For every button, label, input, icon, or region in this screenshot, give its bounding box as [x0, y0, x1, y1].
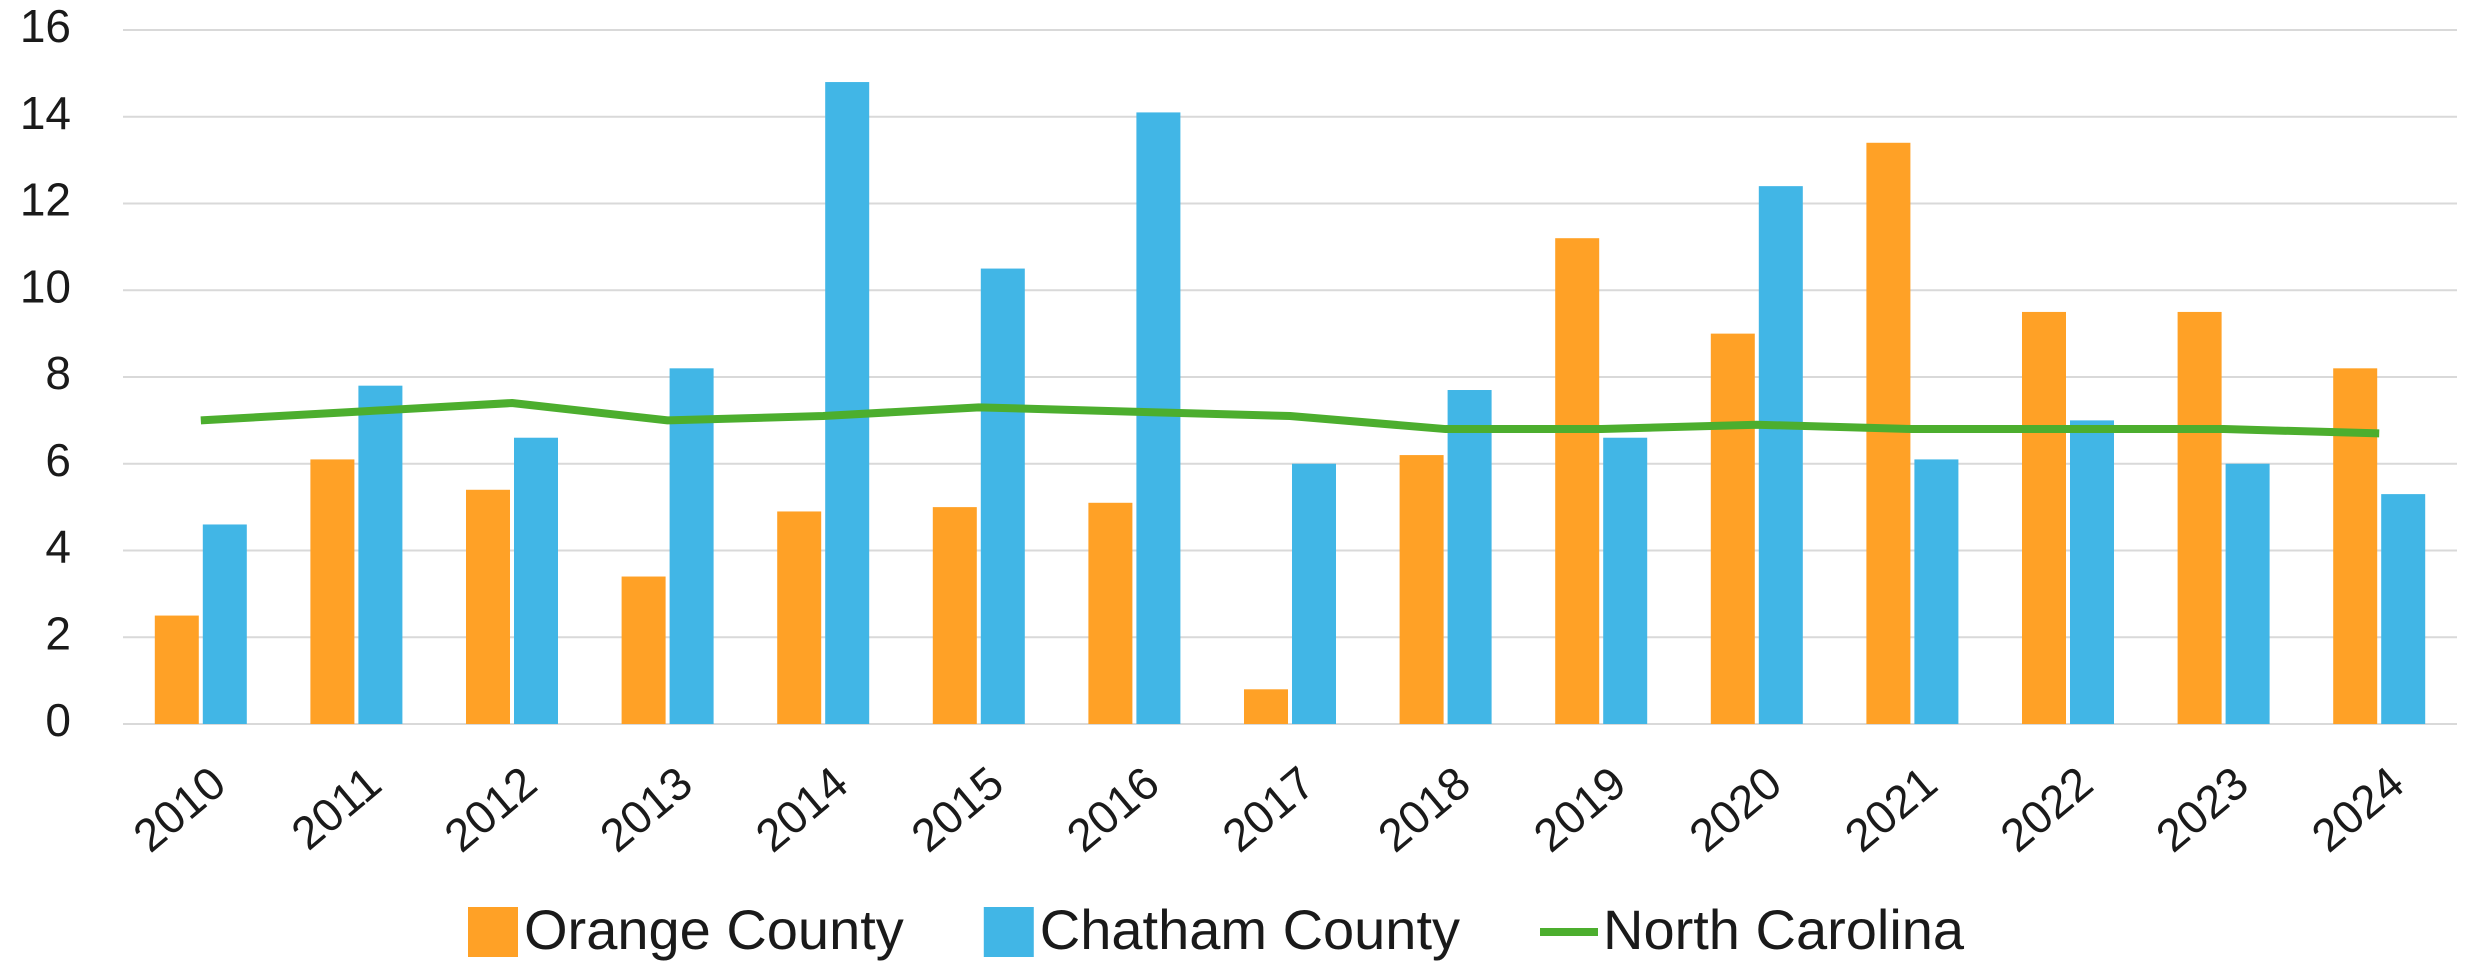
bar: [1914, 459, 1959, 724]
x-tick-label: 2022: [1990, 756, 2102, 862]
bar: [1399, 455, 1444, 724]
bar: [358, 385, 403, 724]
bar: [825, 82, 870, 725]
bar: [1866, 142, 1911, 724]
bar: [466, 489, 510, 724]
bar: [2333, 368, 2378, 724]
bar: [1710, 333, 1755, 724]
bar: [2225, 463, 2270, 724]
x-tick-label: 2011: [281, 756, 390, 859]
y-tick-label: 4: [45, 521, 71, 573]
y-tick-label: 2: [45, 607, 71, 659]
x-tick-label: 2019: [1524, 756, 1636, 862]
bar: [932, 507, 977, 724]
bar: [310, 459, 355, 724]
bar: [2022, 311, 2066, 724]
bar: [2177, 311, 2222, 724]
bar: [2070, 420, 2114, 724]
bar: [621, 576, 666, 724]
x-tick-label: 2013: [590, 756, 702, 862]
bar: [202, 524, 247, 724]
x-tick-label: 2014: [746, 756, 858, 862]
bar: [1136, 112, 1181, 725]
x-tick-label: 2021: [1835, 756, 1947, 862]
bar: [1244, 689, 1288, 724]
legend-swatch: [983, 907, 1034, 957]
line: [200, 399, 2380, 438]
x-tick-label: 2017: [1212, 756, 1324, 862]
bar: [980, 268, 1025, 724]
bar: [1292, 463, 1336, 724]
y-tick-label: 6: [45, 434, 71, 486]
bar: [777, 511, 822, 724]
bar: [514, 437, 558, 724]
x-tick-label: 2012: [434, 756, 546, 862]
x-tick-label: 2024: [2302, 756, 2414, 862]
bar: [1758, 186, 1803, 724]
x-tick-label: 2023: [2146, 756, 2258, 862]
x-tick-label: 2020: [1679, 756, 1791, 862]
bar: [154, 615, 199, 724]
bar: [1447, 390, 1492, 724]
x-tick-label: 2018: [1368, 756, 1480, 862]
bar: [1603, 437, 1648, 724]
x-tick-label: 2015: [901, 756, 1013, 862]
x-tick-label: 2010: [123, 756, 235, 862]
bar: [669, 368, 714, 724]
bar: [1555, 238, 1600, 724]
legend-label: Orange County: [524, 898, 904, 961]
y-tick-label: 12: [20, 174, 71, 226]
bar: [2381, 494, 2426, 724]
y-tick-label: 0: [45, 694, 71, 746]
legend-label: Chatham County: [1040, 898, 1460, 961]
y-tick-label: 16: [20, 0, 71, 52]
x-tick-label: 2016: [1057, 756, 1169, 862]
y-tick-label: 14: [20, 87, 71, 139]
bar: [1088, 502, 1133, 724]
legend-swatch: [468, 907, 518, 957]
y-tick-label: 8: [45, 347, 71, 399]
legend-label: North Carolina: [1603, 898, 1965, 961]
y-tick-label: 10: [20, 260, 71, 312]
